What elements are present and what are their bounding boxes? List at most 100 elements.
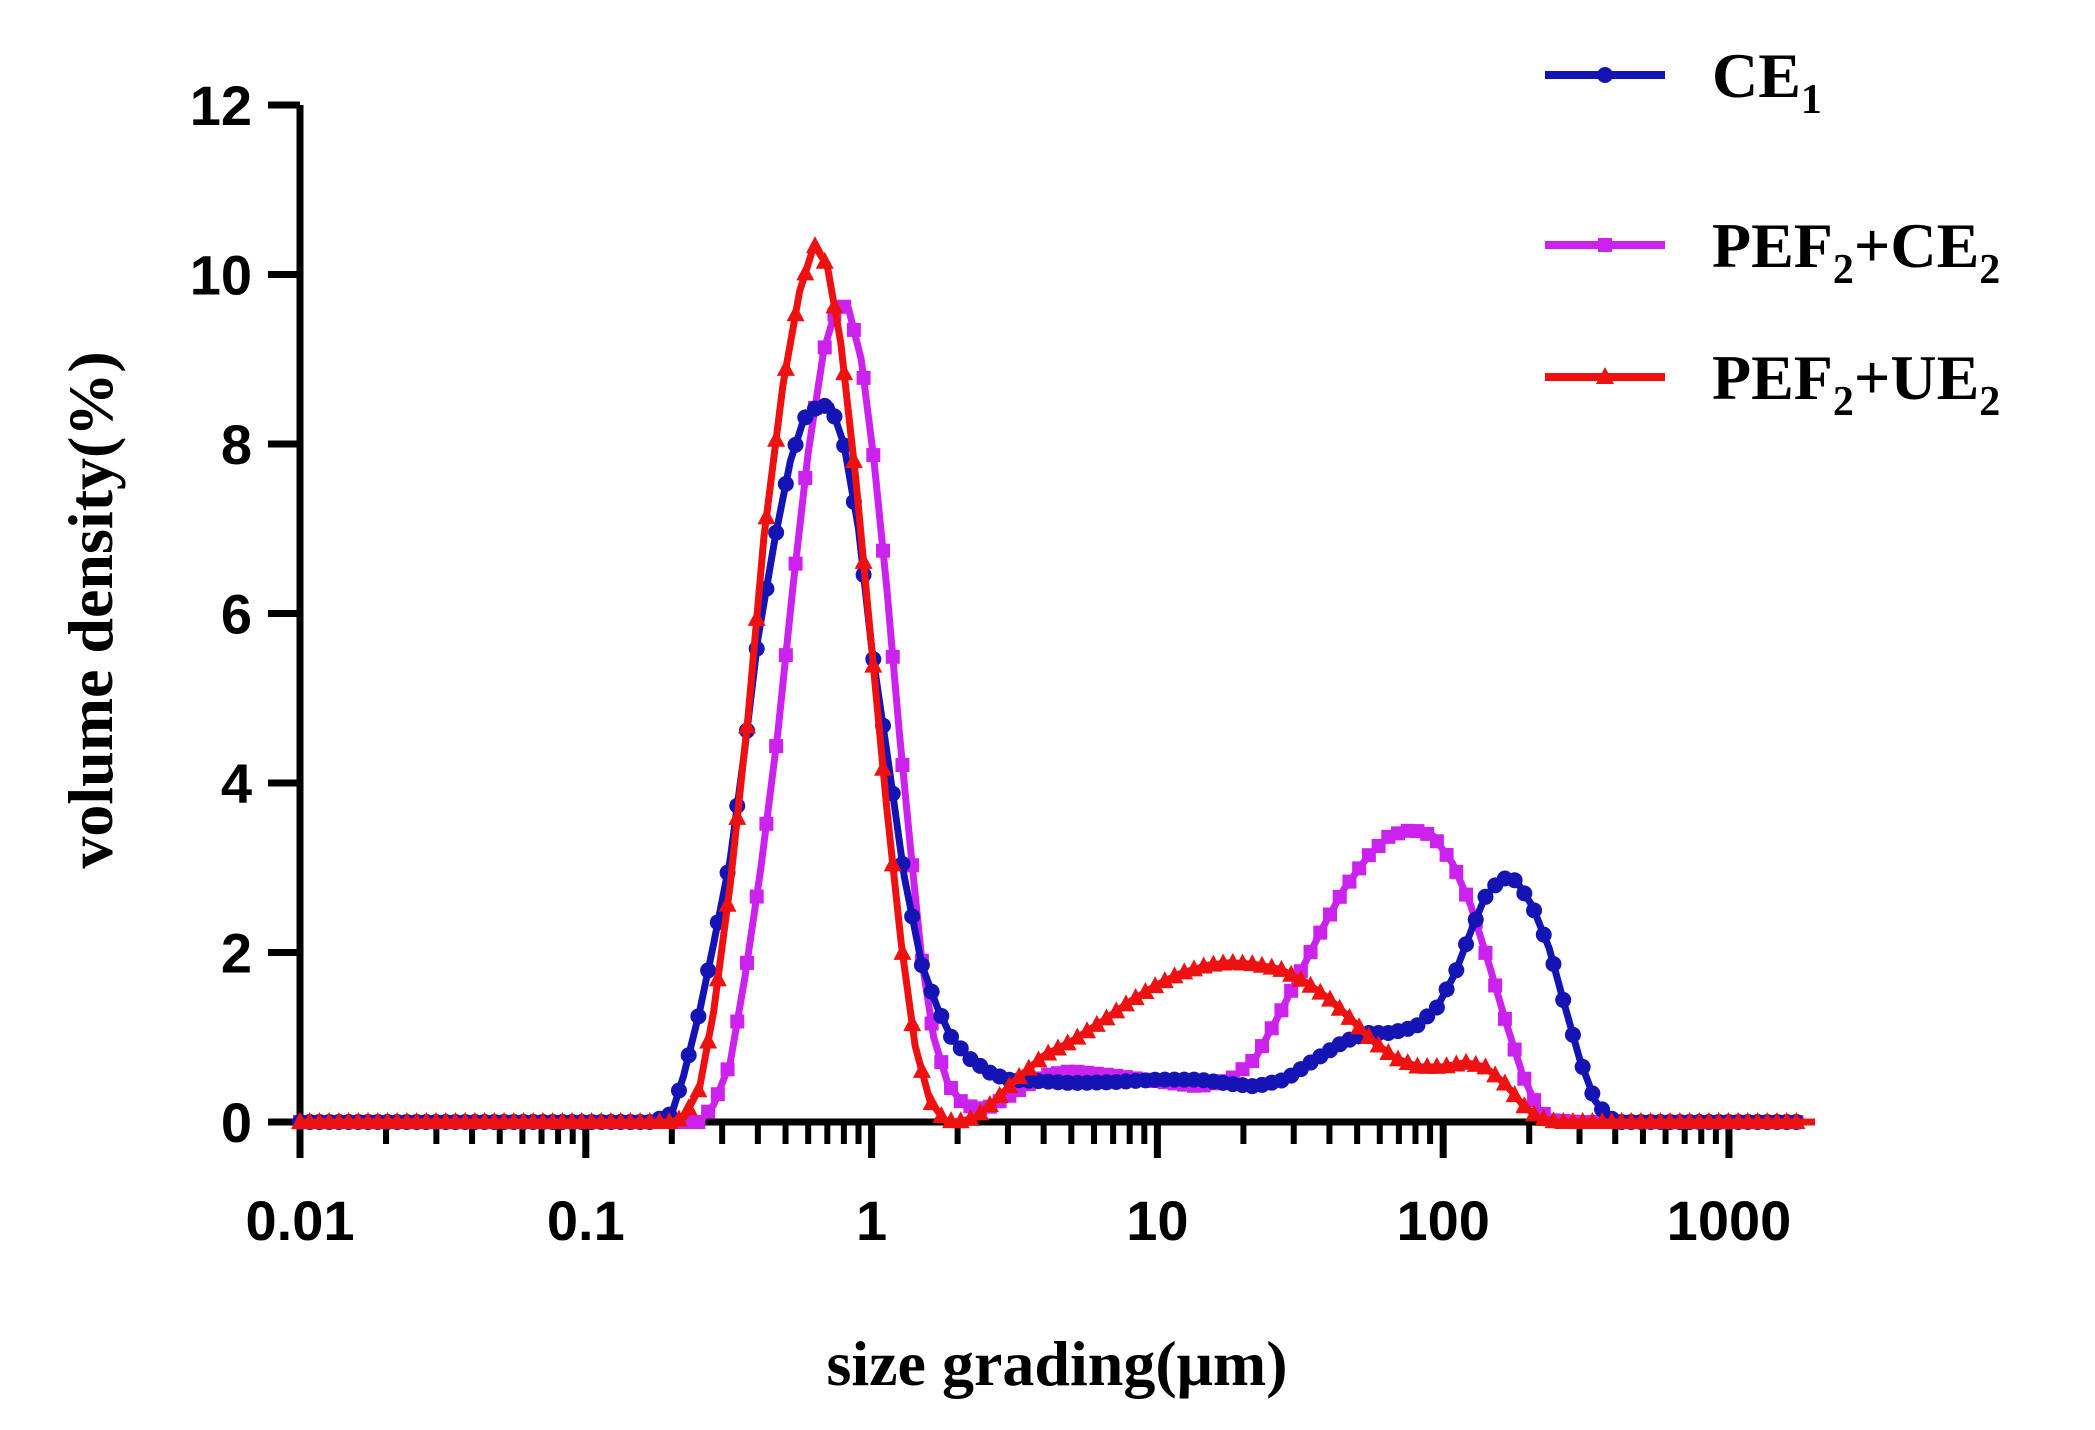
legend-label-sub: 2	[1979, 379, 2000, 425]
data-point	[876, 543, 891, 558]
data-point	[933, 1007, 950, 1024]
data-point	[737, 716, 756, 734]
data-point	[1342, 874, 1357, 889]
data-point	[669, 1109, 688, 1127]
data-point	[690, 1008, 707, 1025]
legend-label: PEF2+CE2	[1712, 210, 2000, 293]
data-point	[768, 524, 785, 541]
data-point	[961, 1108, 980, 1126]
legend-label-sub: 2	[1979, 247, 2000, 293]
data-point	[1486, 1065, 1505, 1083]
x-tick-label: 0.01	[246, 1189, 355, 1252]
data-point	[1438, 981, 1455, 998]
data-point	[759, 816, 774, 831]
data-point	[1598, 238, 1612, 252]
data-point	[700, 962, 717, 979]
series-markers	[291, 236, 1806, 1129]
data-point	[670, 1082, 687, 1099]
data-point	[895, 757, 910, 772]
data-point	[874, 758, 893, 776]
data-point	[708, 969, 727, 987]
data-point	[934, 1055, 949, 1070]
legend-item: PEF2+UE2	[1545, 342, 2000, 425]
data-point	[769, 739, 784, 754]
data-point	[1126, 987, 1145, 1005]
data-point	[1369, 1035, 1388, 1053]
data-point	[854, 551, 873, 569]
data-point	[1322, 907, 1337, 922]
data-point	[1136, 982, 1155, 1000]
y-tick-label: 4	[221, 752, 252, 815]
data-point	[1458, 936, 1475, 953]
data-point	[1477, 888, 1494, 905]
data-point	[1448, 962, 1465, 979]
data-point	[1495, 1073, 1514, 1091]
data-point	[1517, 1071, 1532, 1086]
data-point	[903, 1014, 922, 1032]
data-point	[817, 340, 832, 355]
data-point	[815, 251, 834, 269]
data-point	[980, 1095, 999, 1113]
data-point	[777, 475, 794, 492]
data-point	[844, 451, 863, 469]
data-point	[1274, 1003, 1289, 1018]
data-point	[1389, 1049, 1408, 1067]
data-point	[805, 236, 824, 254]
legend: CE1 PEF2+CE2 PEF2+UE2	[1545, 40, 2000, 425]
x-tick-label: 10	[1126, 1189, 1188, 1252]
y-tick-label: 0	[221, 1091, 252, 1154]
data-point	[816, 397, 833, 414]
data-point	[1301, 975, 1320, 993]
y-ticks: 0 2 4 6 8 10 12	[190, 74, 300, 1154]
data-point	[1282, 964, 1301, 982]
data-point	[971, 1103, 990, 1121]
legend-label: PEF2+UE2	[1712, 342, 2000, 425]
data-point	[701, 1104, 716, 1119]
x-tick-label: 100	[1396, 1189, 1489, 1252]
data-point	[1039, 1043, 1058, 1061]
x-tick-label: 1000	[1667, 1189, 1792, 1252]
data-point	[767, 429, 786, 447]
data-point	[1284, 983, 1299, 998]
data-point	[1515, 1096, 1534, 1114]
data-point	[990, 1086, 1009, 1104]
data-point	[1029, 1050, 1048, 1068]
legend-label: CE1	[1712, 40, 1822, 123]
data-point	[1264, 1021, 1279, 1036]
data-point	[699, 1031, 718, 1049]
data-point	[787, 436, 804, 453]
data-point	[1254, 1039, 1269, 1054]
data-point	[1330, 998, 1349, 1016]
legend-label-sub: 2	[1833, 379, 1854, 425]
legend-label-main: CE	[1712, 40, 1801, 111]
y-tick-label: 8	[221, 413, 252, 476]
data-point	[826, 408, 843, 425]
data-point	[885, 649, 900, 664]
data-point	[1597, 67, 1613, 83]
data-point	[1019, 1058, 1038, 1076]
data-point	[776, 358, 795, 376]
data-point	[796, 263, 815, 281]
data-point	[1116, 994, 1135, 1012]
data-point	[943, 1028, 960, 1045]
data-point	[1332, 889, 1347, 904]
data-point	[952, 1040, 969, 1057]
data-point	[825, 296, 844, 314]
data-point	[1478, 945, 1493, 960]
data-point	[1107, 1001, 1126, 1019]
data-point	[1555, 991, 1572, 1008]
y-tick-label: 6	[221, 583, 252, 646]
data-point	[1078, 1021, 1097, 1039]
data-point	[680, 1047, 697, 1064]
legend-label-sub: 2	[1833, 247, 1854, 293]
data-point	[1428, 999, 1445, 1016]
legend-label-sub: 1	[1801, 77, 1822, 123]
data-point	[912, 1060, 931, 1078]
series-square	[293, 299, 1815, 1129]
data-point	[1272, 959, 1291, 977]
data-point	[778, 648, 793, 663]
series-markers	[293, 299, 1804, 1129]
data-point	[1379, 1043, 1398, 1061]
data-point	[1488, 978, 1503, 993]
data-point	[1439, 847, 1454, 862]
